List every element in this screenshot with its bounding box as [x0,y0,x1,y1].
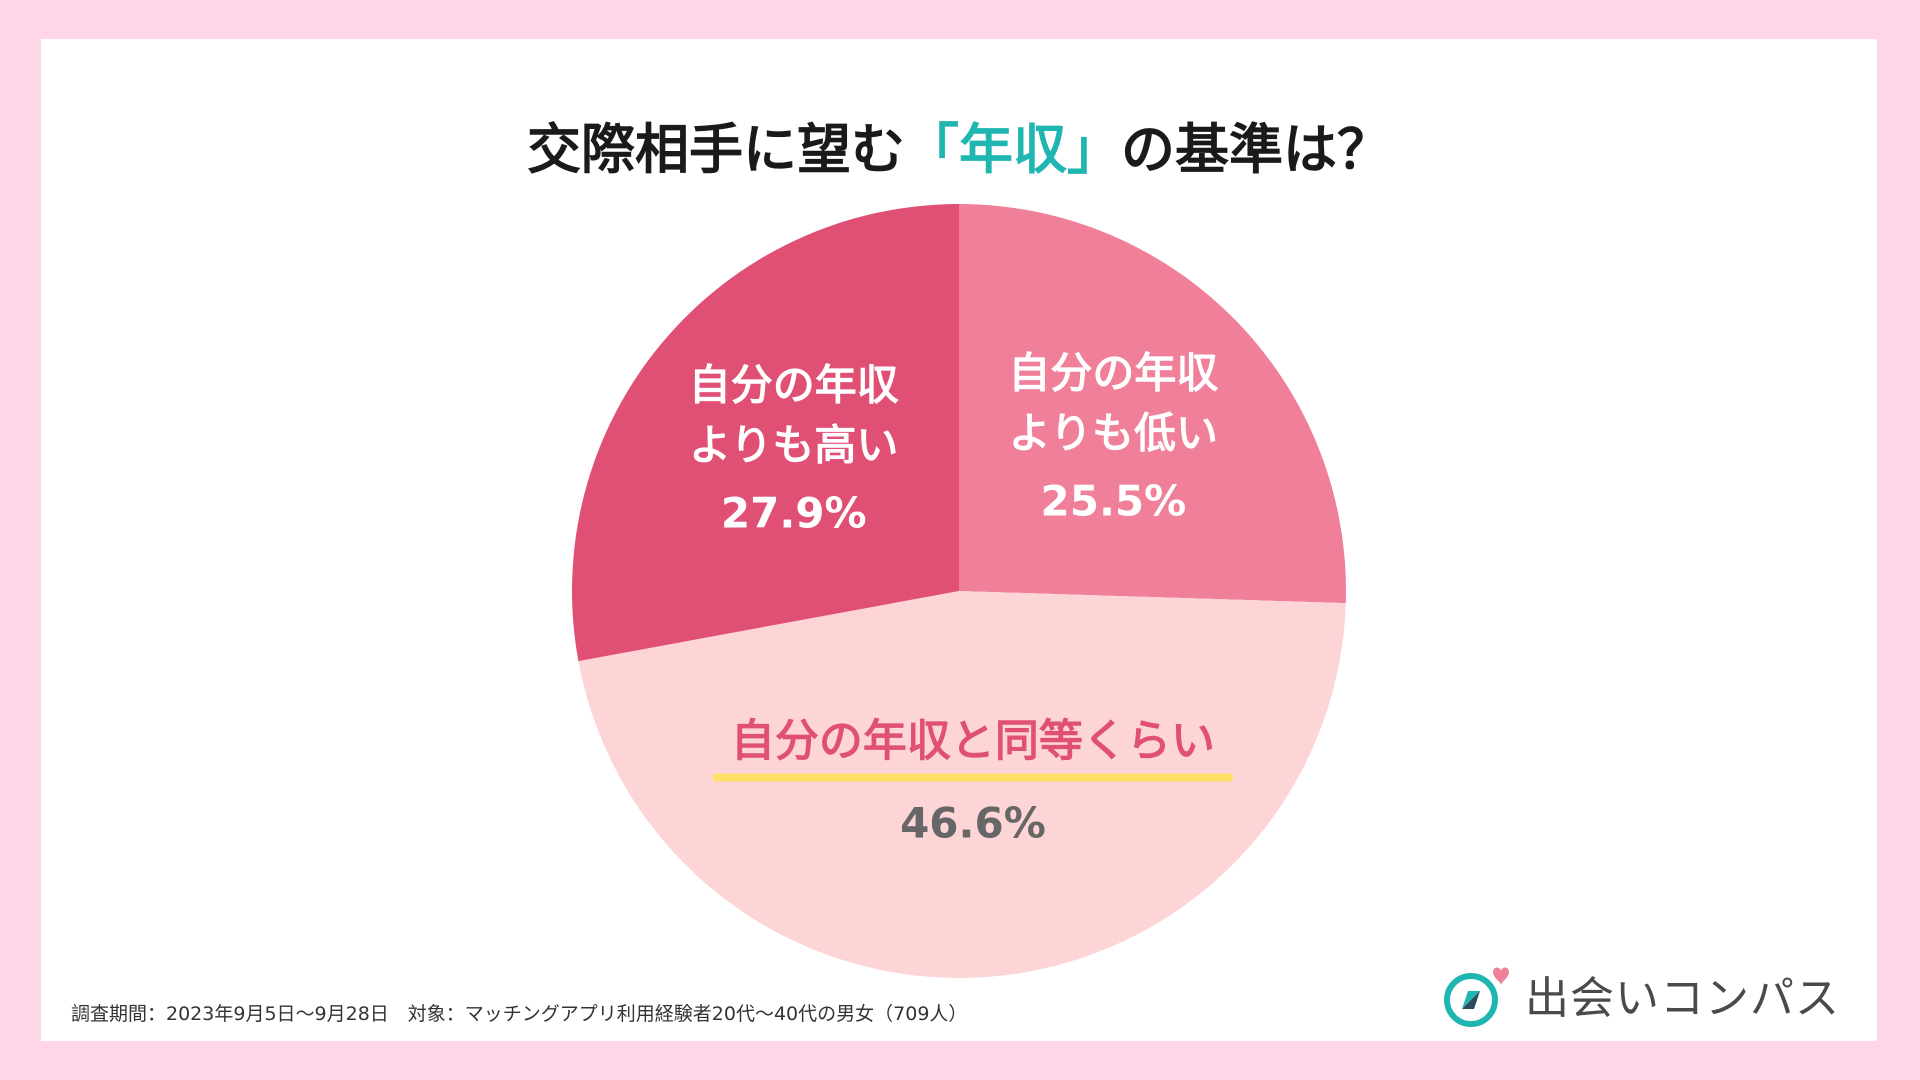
label-underline [712,773,1233,782]
logo-text: 出会いコンパス [1525,973,1840,1024]
survey-footnote: 調査期間：2023年9月5日〜9月28日 対象：マッチングアプリ利用経験者20代… [71,1003,968,1025]
title-suffix: の基準は？ [1121,118,1391,181]
title-accent: 「年収」 [905,118,1121,181]
pie-slice-higher [571,204,959,662]
chart-title: 交際相手に望む「年収」の基準は？ [41,113,1877,187]
slice-value-text: 25.5% [1041,476,1187,525]
slice-label-text: 自分の年収 [1008,348,1218,397]
slice-label-text: よりも高い [689,420,898,469]
brand-logo: 出会いコンパス [1441,954,1840,1034]
slice-value-text: 46.6% [900,798,1046,847]
slice-label-text: よりも低い [1009,408,1218,457]
compass-heart-icon [1441,958,1513,1030]
slice-label-equal: 自分の年収と同等くらい 46.6% [712,715,1233,847]
slice-label-text: 自分の年収と同等くらい [731,715,1215,766]
slice-value-text: 27.9% [721,488,867,537]
chart-card: 交際相手に望む「年収」の基準は？ 自分の年収よりも低い 25.5% 自分の年収と同等… [41,39,1877,1041]
pie-slice-equal [578,591,1346,979]
title-prefix: 交際相手に望む [527,118,905,181]
pie-slice-lower [959,204,1347,604]
slice-label-text: 自分の年収 [689,360,899,409]
